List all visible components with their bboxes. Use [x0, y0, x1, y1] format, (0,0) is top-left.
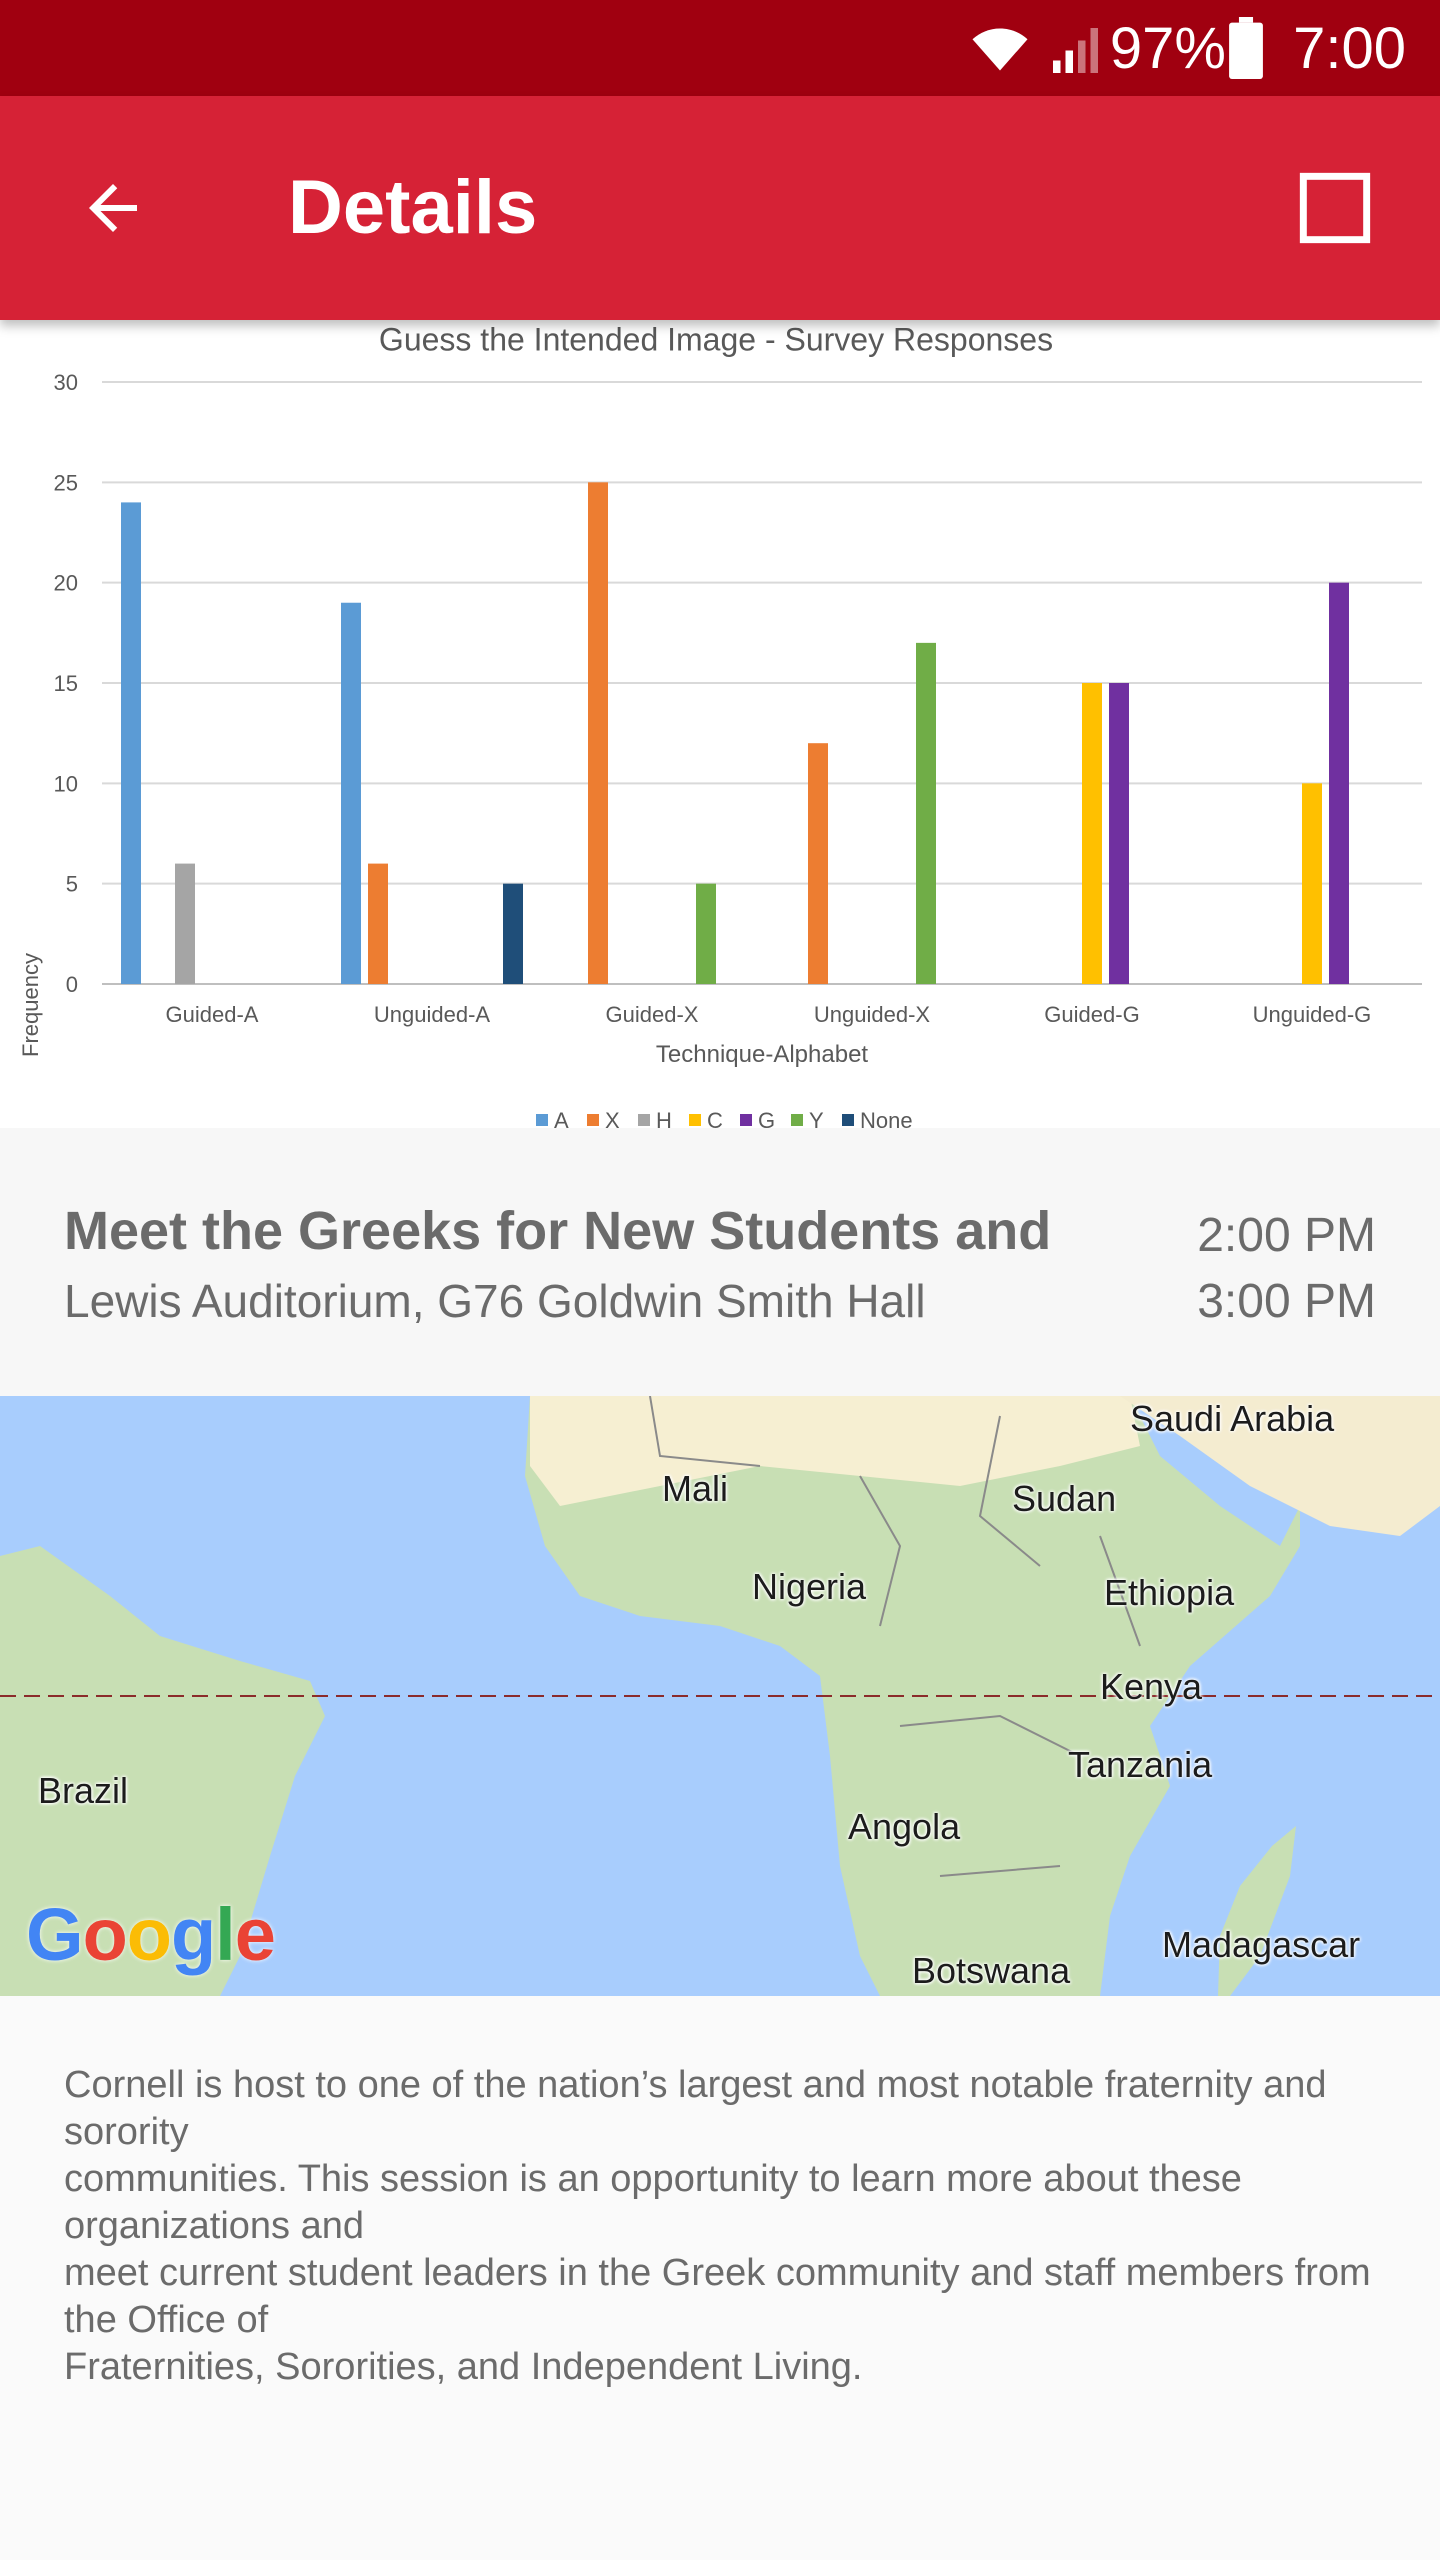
- chart-x-ticks: Guided-A Unguided-A Guided-X Unguided-X Guid…: [166, 1002, 1372, 1027]
- chart-y-tick-label: 10: [54, 771, 78, 796]
- page-title: Details: [288, 165, 538, 250]
- chart-y-ticks: 0 5 10 15 20 25 30: [54, 370, 78, 997]
- chart-legend-label: None: [860, 1108, 913, 1128]
- event-title: Meet the Greeks for New Students and: [64, 1201, 1052, 1261]
- chart-legend-swatch: [842, 1114, 854, 1126]
- description-line: communities. This session is an opportun…: [64, 2158, 1242, 2247]
- battery-icon: [1228, 0, 1264, 96]
- map-land-brazil: [0, 1546, 325, 1996]
- chart-x-tick-label: Unguided-A: [374, 1002, 491, 1027]
- event-image: Guess the Intended Image - Survey Respon…: [0, 320, 1440, 1128]
- map-label-saudi-arabia: Saudi Arabia: [1130, 1398, 1335, 1439]
- google-logo: Google: [26, 1893, 276, 1976]
- chart-y-axis-label: Frequency: [18, 953, 43, 1057]
- status-bar: 97% 7:00: [0, 0, 1440, 96]
- chart-y-tick-label: 30: [54, 370, 78, 395]
- battery-percent: 97%: [1109, 15, 1226, 81]
- map-label-nigeria: Nigeria: [752, 1566, 867, 1607]
- description-line: Cornell is host to one of the nation’s l…: [64, 2064, 1327, 2153]
- map-label-mali: Mali: [662, 1468, 729, 1509]
- chart-y-tick-label: 0: [66, 972, 78, 997]
- map-label-angola: Angola: [848, 1806, 961, 1847]
- map-label-tanzania: Tanzania: [1068, 1744, 1213, 1785]
- chart-x-tick-label: Guided-G: [1044, 1002, 1139, 1027]
- map-label-botswana: Botswana: [912, 1950, 1071, 1991]
- chart-y-tick-label: 5: [66, 872, 78, 897]
- chart-legend-label: X: [605, 1108, 620, 1128]
- chart-legend: A X H C G Y None: [536, 1108, 913, 1128]
- chart-legend-swatch: [638, 1114, 650, 1126]
- chart-y-tick-label: 25: [54, 470, 78, 495]
- cell-signal-icon: [1048, 0, 1108, 96]
- arrow-back-icon: [89, 184, 137, 232]
- chart-bar: [1082, 683, 1102, 984]
- square-outline-icon: [1299, 172, 1371, 244]
- event-start-time: 2:00 PM: [1197, 1209, 1376, 1262]
- chart-title: Guess the Intended Image - Survey Respon…: [379, 321, 1053, 357]
- chart-gridlines: [102, 381, 1422, 985]
- chart-bars: [121, 482, 1349, 984]
- chart-bar: [808, 743, 828, 984]
- survey-bar-chart: Guess the Intended Image - Survey Respon…: [18, 321, 1422, 1128]
- chart-bar: [175, 863, 195, 984]
- chart-x-tick-label: Unguided-G: [1253, 1002, 1372, 1027]
- map-label-madagascar: Madagascar: [1162, 1924, 1361, 1965]
- map-land-madagascar: [1218, 1826, 1296, 1996]
- chart-bar: [121, 502, 141, 984]
- wifi-icon: [970, 0, 1030, 96]
- chart-bar: [341, 602, 361, 984]
- description-line: Fraternities, Sororities, and Independen…: [64, 2346, 863, 2388]
- chart-bar: [696, 883, 716, 984]
- chart-x-tick-label: Guided-X: [606, 1002, 699, 1027]
- chart-legend-label: Y: [809, 1108, 824, 1128]
- chart-legend-swatch: [689, 1114, 701, 1126]
- chart-legend-label: A: [554, 1108, 569, 1128]
- chart-legend-swatch: [536, 1114, 548, 1126]
- map-label-brazil: Brazil: [38, 1770, 129, 1811]
- chart-bar: [503, 883, 523, 984]
- app-bar: Details: [0, 96, 1440, 320]
- open-in-window-button[interactable]: [1280, 158, 1390, 258]
- map-terrain: [0, 1396, 1440, 1996]
- chart-y-tick-label: 15: [54, 671, 78, 696]
- chart-x-tick-label: Unguided-X: [814, 1002, 931, 1027]
- chart-x-axis-label: Technique-Alphabet: [656, 1041, 868, 1068]
- event-summary: Meet the Greeks for New Students and Lew…: [0, 1128, 1440, 1396]
- event-location: Lewis Auditorium, G76 Goldwin Smith Hall: [64, 1275, 926, 1327]
- map-label-sudan: Sudan: [1012, 1478, 1117, 1519]
- map-label-ethiopia: Ethiopia: [1104, 1572, 1235, 1613]
- chart-bar: [1109, 683, 1129, 984]
- chart-bar: [368, 863, 388, 984]
- chart-bar: [1329, 582, 1349, 984]
- chart-y-tick-label: 20: [54, 571, 78, 596]
- chart-bar: [588, 482, 608, 984]
- map-label-kenya: Kenya: [1100, 1666, 1203, 1707]
- chart-x-tick-label: Guided-A: [166, 1002, 259, 1027]
- chart-legend-swatch: [791, 1114, 803, 1126]
- event-end-time: 3:00 PM: [1197, 1275, 1376, 1328]
- location-map[interactable]: Saudi Arabia Mali Sudan Nigeria Ethiopia Keny…: [0, 1396, 1440, 1996]
- chart-legend-label: G: [758, 1108, 775, 1128]
- chart-legend-label: C: [707, 1108, 723, 1128]
- chart-bar: [1302, 783, 1322, 984]
- chart-bar: [916, 642, 936, 984]
- back-button[interactable]: [58, 158, 168, 258]
- description-line: meet current student leaders in the Gree…: [64, 2252, 1371, 2341]
- chart-legend-swatch: [587, 1114, 599, 1126]
- map-land-arabia: [1120, 1396, 1440, 1536]
- clock: 7:00: [1293, 15, 1406, 81]
- event-description: Cornell is host to one of the nation’s l…: [64, 2062, 1384, 2391]
- chart-legend-label: H: [656, 1108, 672, 1128]
- chart-legend-swatch: [740, 1114, 752, 1126]
